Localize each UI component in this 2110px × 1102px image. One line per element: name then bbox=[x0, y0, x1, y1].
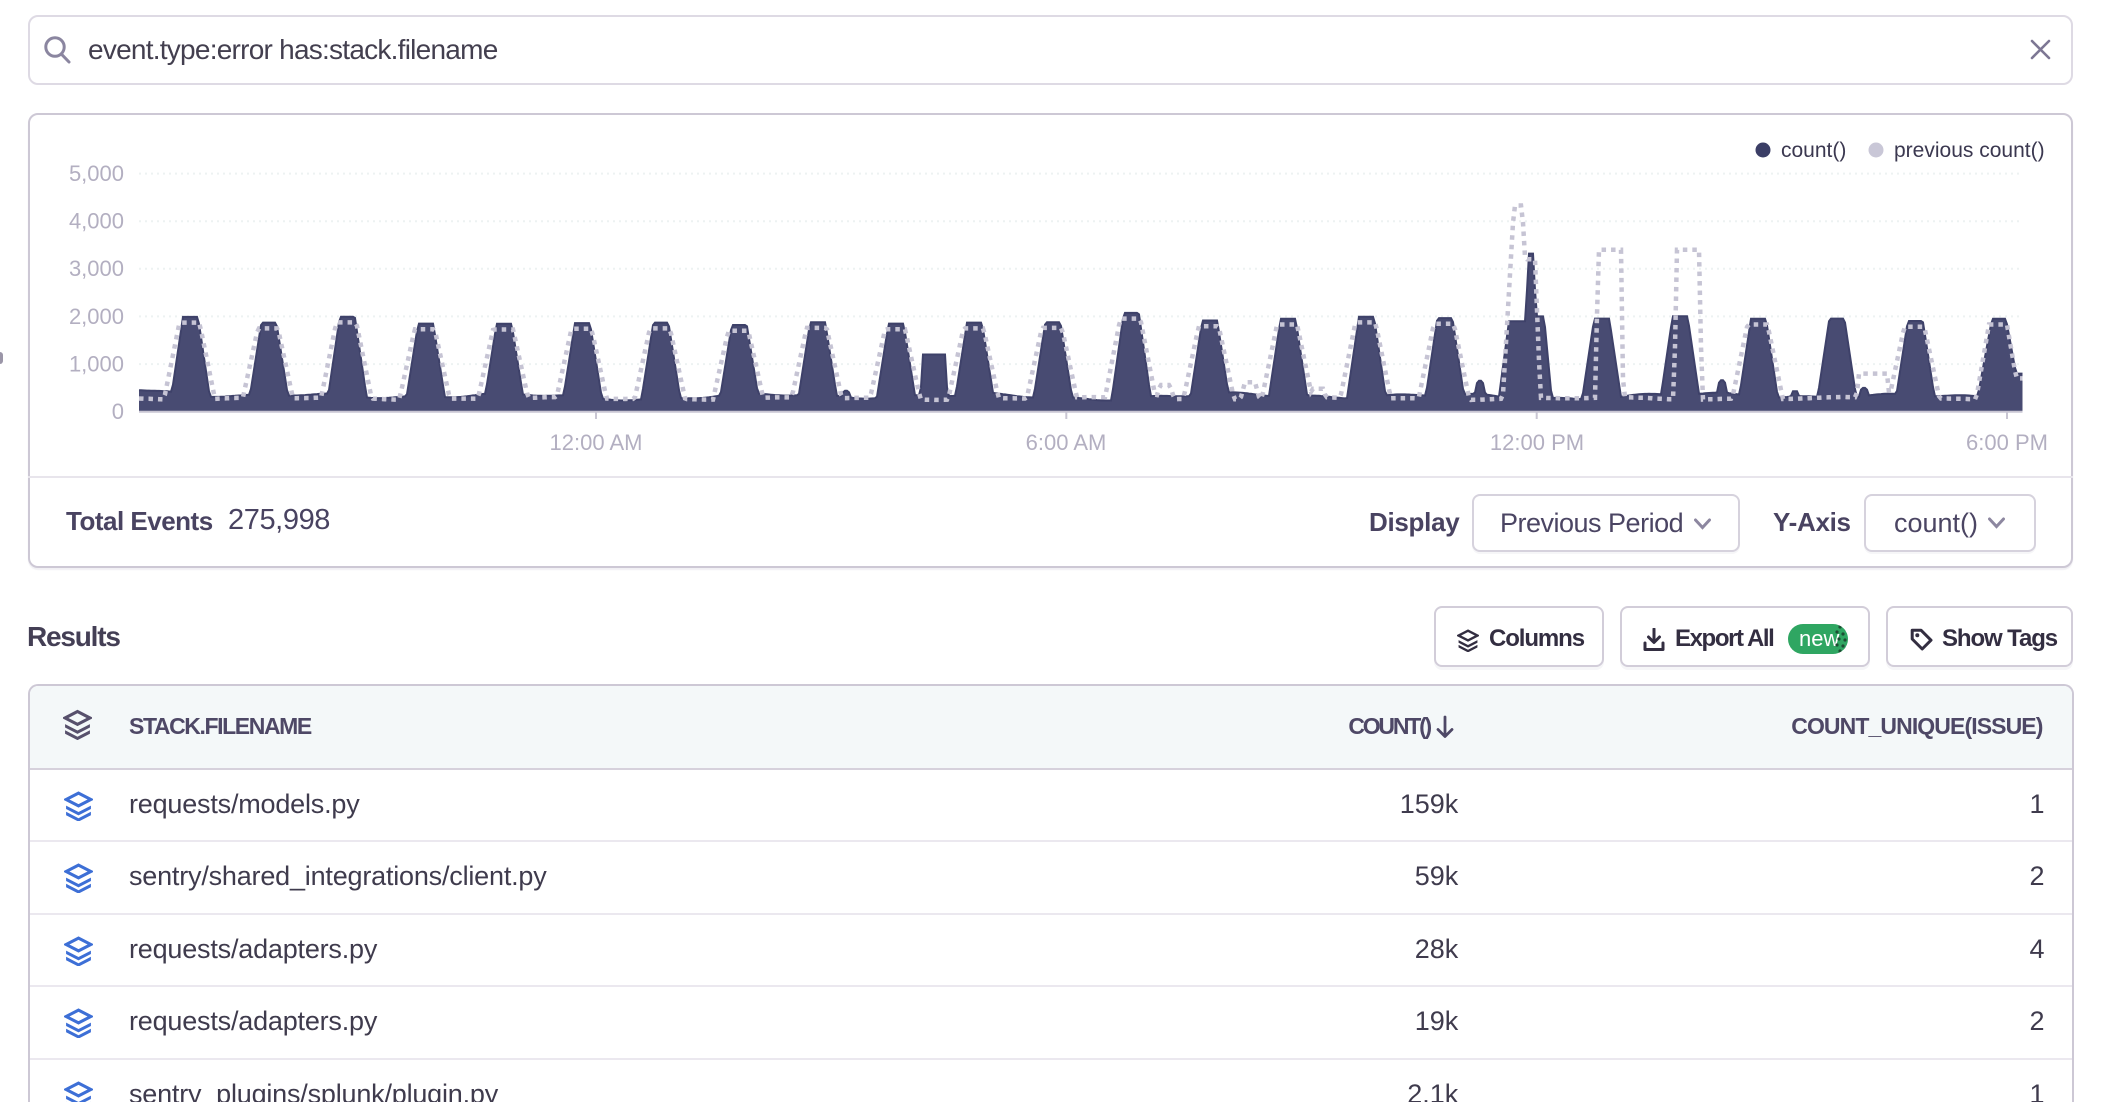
svg-text:6:00 AM: 6:00 AM bbox=[1026, 430, 1107, 455]
svg-text:12:00 AM: 12:00 AM bbox=[550, 430, 643, 455]
svg-text:4,000: 4,000 bbox=[69, 209, 124, 234]
svg-text:previous count(): previous count() bbox=[1894, 139, 2045, 162]
svg-text:1,000: 1,000 bbox=[69, 352, 124, 377]
svg-text:12:00 PM: 12:00 PM bbox=[1490, 430, 1584, 455]
svg-text:6:00 PM: 6:00 PM bbox=[1966, 430, 2048, 455]
svg-text:5,000: 5,000 bbox=[69, 161, 124, 186]
svg-text:0: 0 bbox=[112, 399, 124, 424]
svg-text:3,000: 3,000 bbox=[69, 256, 124, 281]
svg-text:2,000: 2,000 bbox=[69, 304, 124, 329]
svg-text:count(): count() bbox=[1781, 139, 1846, 162]
